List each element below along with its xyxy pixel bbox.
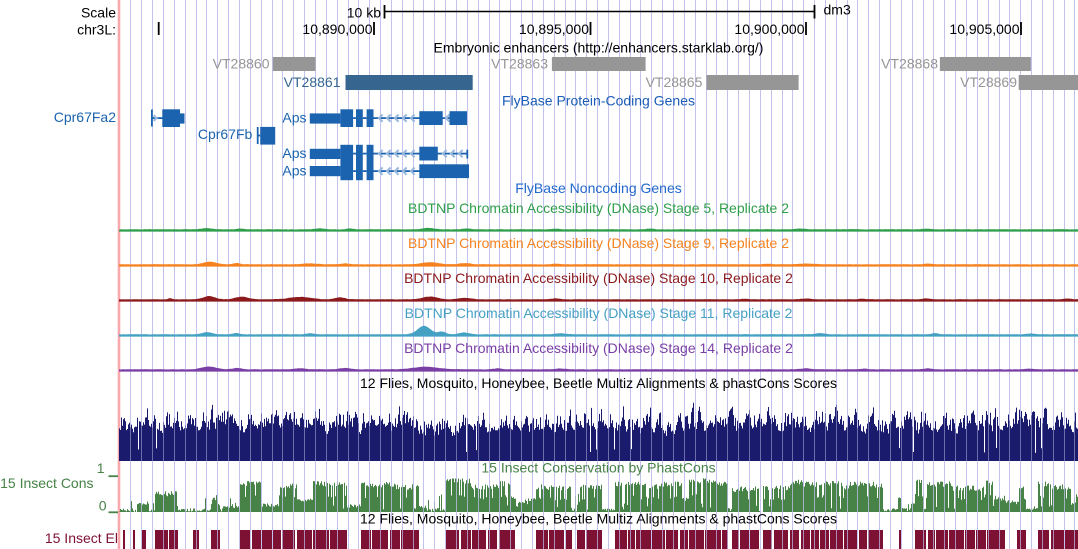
svg-text:15 Insect Conservation by Phas: 15 Insect Conservation by PhastCons xyxy=(481,460,715,476)
svg-text:BDTNP Chromatin Accessibility: BDTNP Chromatin Accessibility (DNase) St… xyxy=(408,200,789,216)
svg-text:10,900,000: 10,900,000 xyxy=(734,21,804,37)
svg-text:12 Flies, Mosquito, Honeybee,: 12 Flies, Mosquito, Honeybee, Beetle Mul… xyxy=(360,375,837,391)
svg-text:BDTNP Chromatin Accessibility: BDTNP Chromatin Accessibility (DNase) St… xyxy=(404,270,793,286)
svg-text:chr3L:: chr3L: xyxy=(77,21,116,37)
svg-text:Aps: Aps xyxy=(282,163,306,179)
svg-text:Embryonic enhancers (http://en: Embryonic enhancers (http://enhancers.st… xyxy=(434,40,764,56)
svg-text:Cpr67Fa2: Cpr67Fa2 xyxy=(54,109,116,125)
svg-text:10,890,000: 10,890,000 xyxy=(302,21,372,37)
svg-text:10 kb: 10 kb xyxy=(347,5,381,21)
svg-text:10,895,000: 10,895,000 xyxy=(519,21,589,37)
svg-text:FlyBase Noncoding Genes: FlyBase Noncoding Genes xyxy=(515,180,682,196)
svg-text:VT28861: VT28861 xyxy=(284,74,341,90)
svg-text:BDTNP Chromatin Accessibility: BDTNP Chromatin Accessibility (DNase) St… xyxy=(405,305,793,321)
svg-text:VT28868: VT28868 xyxy=(881,56,938,72)
svg-text:BDTNP Chromatin Accessibility: BDTNP Chromatin Accessibility (DNase) St… xyxy=(404,340,793,356)
svg-text:Cpr67Fb: Cpr67Fb xyxy=(198,126,253,142)
svg-text:15 Insect El: 15 Insect El xyxy=(45,530,118,546)
svg-text:10,905,000: 10,905,000 xyxy=(949,21,1019,37)
svg-text:VT28863: VT28863 xyxy=(491,56,548,72)
svg-text:dm3: dm3 xyxy=(824,2,851,18)
svg-text:0: 0 xyxy=(99,498,107,514)
svg-text:VT28860: VT28860 xyxy=(213,56,270,72)
svg-text:VT28869: VT28869 xyxy=(960,74,1017,90)
svg-text:12 Flies, Mosquito, Honeybee,: 12 Flies, Mosquito, Honeybee, Beetle Mul… xyxy=(360,511,837,527)
svg-text:VT28865: VT28865 xyxy=(646,74,703,90)
svg-text:BDTNP Chromatin Accessibility: BDTNP Chromatin Accessibility (DNase) St… xyxy=(408,235,789,251)
svg-text:15 Insect Cons: 15 Insect Cons xyxy=(0,475,93,491)
svg-text:Scale: Scale xyxy=(81,5,116,21)
svg-text:FlyBase Protein-Coding Genes: FlyBase Protein-Coding Genes xyxy=(502,93,695,109)
svg-text:Aps: Aps xyxy=(282,110,306,126)
svg-text:Aps: Aps xyxy=(282,145,306,161)
svg-text:1: 1 xyxy=(97,460,105,476)
